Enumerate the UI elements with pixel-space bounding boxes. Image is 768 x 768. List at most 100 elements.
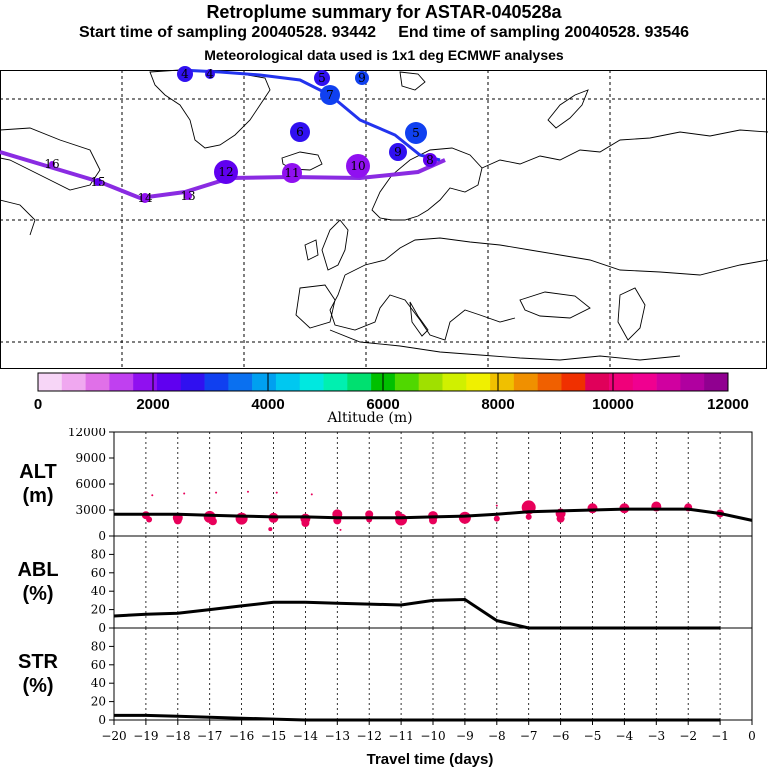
x-tick-label: −8 [488, 729, 506, 743]
map-dot [214, 160, 238, 184]
x-tick-label: −17 [197, 729, 222, 743]
series-line [114, 713, 721, 722]
colorbar-swatch [656, 373, 681, 391]
map-dot-label: 15 [90, 175, 105, 189]
x-tick-label: −5 [584, 729, 602, 743]
colorbar-swatch [180, 373, 205, 391]
map-dot [423, 153, 437, 167]
end-time-label: End time of sampling 20040528. 93546 [398, 24, 690, 41]
x-axis-title: Travel time (days) [367, 751, 494, 768]
coastlines [0, 69, 768, 361]
colorbar-title: Altitude (m) [326, 410, 412, 426]
y-tick-label: 40 [91, 584, 106, 598]
time-series-panels: 030006000900012000ALT(m)020406080ABL(%)0… [17, 428, 756, 768]
colorbar-swatch [680, 373, 705, 391]
colorbar-swatch [704, 373, 729, 391]
met-data-label: Meteorological data used is 1x1 deg ECMW… [204, 47, 564, 63]
x-tick-label: −3 [647, 729, 665, 743]
x-tick-label: −13 [325, 729, 350, 743]
colorbar-swatch [632, 373, 657, 391]
colorbar-swatch [204, 373, 229, 391]
x-tick-label: −7 [520, 729, 538, 743]
colorbar-swatch [252, 373, 277, 391]
map-dot [290, 122, 310, 142]
y-tick-label: 20 [91, 603, 106, 617]
map-dot-label: 5 [318, 71, 326, 85]
y-tick-label: 80 [91, 547, 106, 561]
map-dot-label: 9 [394, 145, 402, 159]
map-dot-label: 4 [206, 67, 214, 81]
altitude-dot [339, 528, 342, 531]
map-dot-label: 5 [412, 126, 420, 140]
panel-label: ALT [19, 461, 56, 483]
x-tick-label: 0 [748, 729, 756, 743]
colorbar-swatch [394, 373, 419, 391]
map-dot-label: 4 [181, 67, 189, 81]
map-dot [346, 154, 370, 178]
map-dot [282, 163, 302, 183]
altitude-dot [208, 517, 217, 526]
y-tick-label: 40 [91, 676, 106, 690]
colorbar-swatch [133, 373, 158, 391]
colorbar-tick-label: 2000 [136, 396, 169, 413]
colorbar-swatch [585, 373, 610, 391]
altitude-dot [146, 516, 153, 523]
map-dot [184, 192, 192, 200]
map-dot [205, 69, 215, 79]
colorbar-swatch [490, 373, 515, 391]
colorbar-swatch [537, 373, 562, 391]
y-tick-label: 60 [91, 566, 106, 580]
series-line [114, 507, 753, 522]
colorbar-swatch [275, 373, 301, 391]
altitude-dot [215, 491, 218, 494]
y-tick-label: 9000 [75, 451, 106, 465]
map-dot-label: 14 [137, 191, 153, 205]
altitude-dot [173, 516, 182, 525]
colorbar-swatch [609, 373, 634, 391]
colorbar-tick-label: 8000 [481, 396, 514, 413]
x-tick-label: −12 [357, 729, 382, 743]
colorbar-tick-label: 6000 [366, 396, 399, 413]
altitude-dot [587, 503, 598, 514]
y-tick-label: 6000 [75, 477, 106, 491]
chart-title: Retroplume summary for ASTAR-040528a [206, 2, 562, 22]
colorbar-tick-label: 12000 [707, 396, 749, 413]
altitude-dot [301, 519, 310, 527]
altitude-dot [310, 493, 313, 496]
altitude-dot [183, 492, 186, 495]
map-dot [49, 161, 55, 167]
map-dot-label: 10 [350, 159, 365, 173]
start-time-label: Start time of sampling 20040528. 93442 [78, 24, 376, 41]
map-dot-label: 8 [426, 153, 434, 167]
colorbar-swatch [513, 373, 538, 391]
map-dot [94, 178, 102, 186]
sampling-times: Start time of sampling 20040528. 93442 E… [0, 24, 768, 42]
altitude-dot [238, 518, 245, 525]
panel-label: STR [18, 651, 59, 673]
y-tick-label: 20 [91, 695, 106, 709]
panel-label: ABL [17, 559, 58, 581]
altitude-dot [246, 490, 249, 493]
colorbar-swatch [61, 373, 86, 391]
colorbar-swatch [466, 373, 491, 391]
altitude-dot [394, 510, 401, 517]
map-dot [405, 122, 427, 144]
x-tick-label: −2 [679, 729, 697, 743]
panel-abl: 0 20 40 60 80 ABL(%) [17, 535, 753, 635]
colorbar-tick-label: 0 [34, 396, 42, 413]
colorbar-swatches [37, 372, 729, 392]
map-dot-label: 16 [44, 157, 59, 171]
map-dot [355, 71, 369, 85]
map-dot-label: 6 [296, 125, 304, 139]
map-dot-label: 9 [358, 71, 366, 85]
x-tick-label: −10 [420, 729, 445, 743]
map-dot-label: 13 [180, 189, 195, 203]
panel-unit: (m) [22, 485, 53, 507]
x-tick-label: −18 [165, 729, 190, 743]
x-tick-label: −19 [133, 729, 158, 743]
altitude-dot [556, 514, 565, 523]
y-tick-label: 0 [98, 713, 106, 727]
